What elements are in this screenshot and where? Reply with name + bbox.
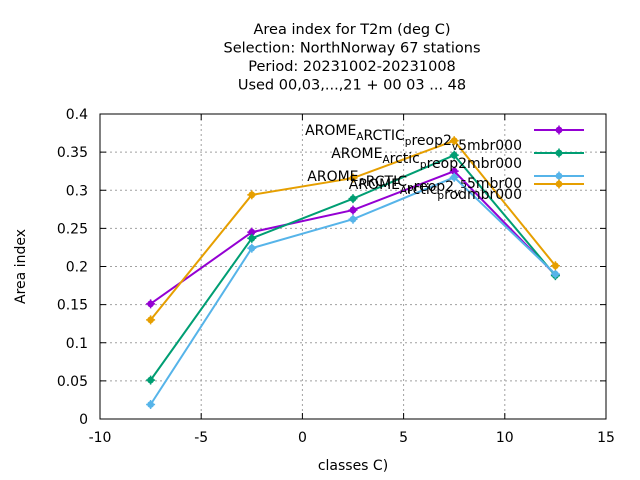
chart-title: Area index for T2m (deg C) Selection: Nor… (224, 22, 481, 94)
legend-entry: AROMEARCTICpreop2v5mbr000 (305, 123, 584, 154)
y-tick-label: 0.1 (66, 336, 88, 352)
title-line: Used 00,03,...,21 + 00 03 ... 48 (238, 78, 466, 94)
x-tick-label: -10 (89, 430, 112, 446)
legend-label: AROMEArcticprodmbr000 (349, 177, 522, 203)
y-tick-label: 0.4 (66, 107, 88, 123)
x-axis-label: classes C) (318, 458, 388, 474)
y-tick-label: 0.05 (57, 374, 88, 390)
y-tick-label: 0 (79, 412, 88, 428)
legend-entry: AROMEARCTICpreop2v55mbr00 (307, 169, 584, 199)
title-line: Selection: NorthNorway 67 stations (224, 41, 481, 57)
y-tick-label: 0.25 (57, 221, 88, 237)
title-line: Period: 20231002-20231008 (248, 59, 456, 75)
ticks: -10 -5 0 5 10 15 0 0.05 0.1 0.15 0.2 0.25 0.3 0.35 0.4 (57, 107, 615, 446)
series-line (146, 136, 560, 325)
legend-label: AROMEARCTICpreop2v55mbr00 (307, 169, 522, 199)
legend-entry: AROMEArcticprodmbr000 (349, 177, 584, 203)
x-tick-label: -5 (194, 430, 208, 446)
y-tick-label: 0.15 (57, 298, 88, 314)
y-axis-label: Area index (13, 229, 29, 304)
title-line: Area index for T2m (deg C) (254, 22, 451, 38)
y-tick-label: 0.3 (66, 183, 88, 199)
x-tick-label: 10 (496, 430, 514, 446)
legend-label: AROMEARCTICpreop2v5mbr000 (305, 123, 522, 154)
legend-entry: AROMEArcticpreop2mbr000 (331, 146, 584, 172)
plot-border (99, 113, 607, 420)
y-tick-label: 0.35 (57, 145, 88, 161)
legend: AROMEARCTICpreop2v5mbr000AROMEArcticpreo… (305, 123, 584, 203)
x-tick-label: 0 (298, 430, 307, 446)
grid (100, 114, 606, 419)
series-line (146, 172, 560, 410)
x-tick-label: 5 (399, 430, 408, 446)
series (146, 136, 560, 410)
legend-label: AROMEArcticpreop2mbr000 (331, 146, 522, 172)
y-tick-label: 0.2 (66, 260, 88, 276)
x-tick-label: 15 (597, 430, 615, 446)
